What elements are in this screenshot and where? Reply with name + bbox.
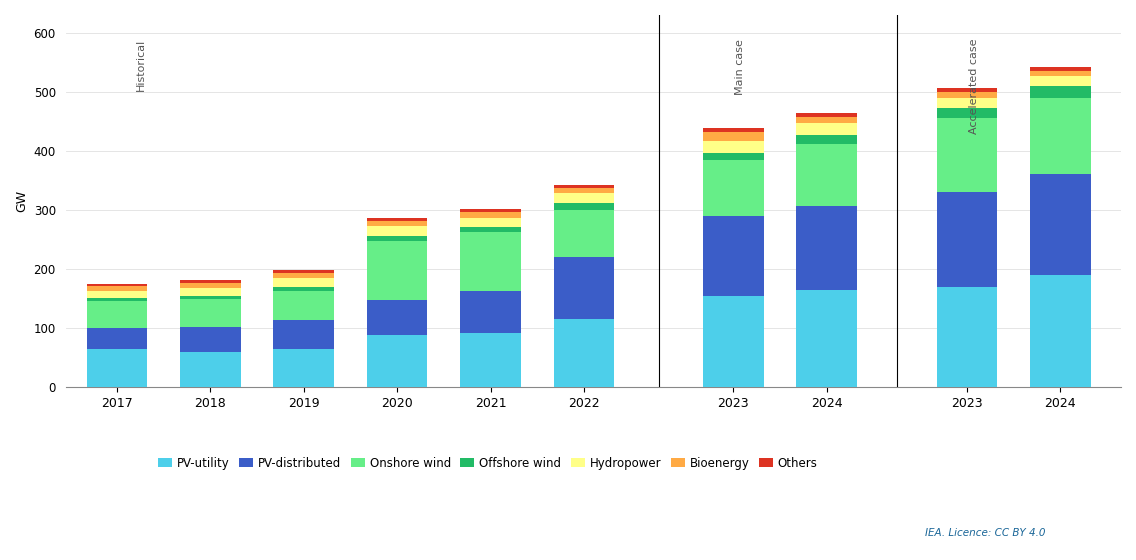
Bar [367, 241, 427, 300]
Bar [367, 335, 427, 387]
Bar [274, 278, 334, 287]
Legend: PV-utility, PV-distributed, Onshore wind, Offshore wind, Hydropower, Bioenergy, : PV-utility, PV-distributed, Onshore wind… [153, 452, 822, 474]
Bar [936, 118, 997, 192]
Bar [86, 298, 148, 301]
Bar [179, 296, 241, 299]
Bar [703, 132, 763, 141]
Bar [179, 352, 241, 387]
Bar [460, 291, 521, 333]
Bar [460, 333, 521, 387]
Bar [460, 227, 521, 232]
Bar [1030, 97, 1091, 175]
Bar [936, 88, 997, 92]
Bar [367, 300, 427, 335]
Bar [553, 319, 615, 387]
Bar [86, 286, 148, 291]
Bar [1030, 86, 1091, 97]
Bar [936, 97, 997, 108]
Bar [703, 141, 763, 153]
Bar [1030, 67, 1091, 71]
Bar [367, 226, 427, 236]
Bar [936, 192, 997, 287]
Bar [703, 160, 763, 216]
Text: Historical: Historical [135, 39, 145, 91]
Bar [936, 287, 997, 387]
Bar [274, 273, 334, 278]
Bar [179, 280, 241, 283]
Bar [703, 128, 763, 132]
Bar [796, 117, 858, 123]
Bar [86, 284, 148, 286]
Bar [796, 135, 858, 144]
Bar [796, 290, 858, 387]
Bar [460, 209, 521, 212]
Bar [553, 203, 615, 210]
Bar [936, 92, 997, 97]
Bar [553, 185, 615, 188]
Text: IEA. Licence: CC BY 4.0: IEA. Licence: CC BY 4.0 [925, 528, 1045, 538]
Bar [796, 123, 858, 135]
Bar [1030, 275, 1091, 387]
Bar [553, 188, 615, 193]
Bar [179, 288, 241, 296]
Bar [274, 269, 334, 273]
Bar [274, 287, 334, 291]
Bar [796, 144, 858, 206]
Text: Accelerated case: Accelerated case [969, 39, 979, 134]
Bar [1030, 76, 1091, 86]
Bar [1030, 71, 1091, 76]
Bar [703, 216, 763, 296]
Bar [86, 291, 148, 298]
Bar [274, 349, 334, 387]
Bar [86, 349, 148, 387]
Bar [179, 327, 241, 352]
Bar [703, 153, 763, 160]
Bar [86, 328, 148, 349]
Bar [553, 193, 615, 203]
Bar [86, 301, 148, 328]
Bar [179, 299, 241, 327]
Bar [936, 108, 997, 118]
Bar [796, 206, 858, 290]
Bar [367, 218, 427, 221]
Bar [460, 212, 521, 218]
Bar [460, 218, 521, 227]
Text: Main case: Main case [735, 39, 745, 95]
Bar [796, 113, 858, 117]
Bar [553, 210, 615, 257]
Y-axis label: GW: GW [15, 190, 28, 212]
Bar [367, 221, 427, 226]
Bar [274, 320, 334, 349]
Bar [460, 232, 521, 291]
Bar [1030, 175, 1091, 275]
Bar [274, 291, 334, 320]
Bar [553, 257, 615, 319]
Bar [703, 296, 763, 387]
Bar [179, 283, 241, 288]
Bar [367, 236, 427, 241]
